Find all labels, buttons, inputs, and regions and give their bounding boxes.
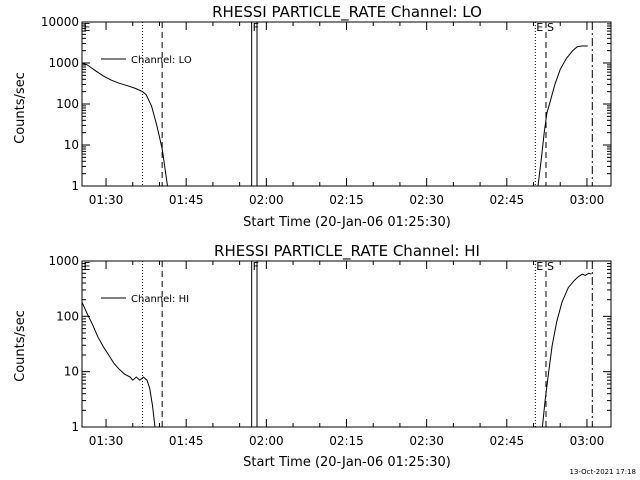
lo-y-tick-label: 1000 [48,56,79,70]
lo-y-tick-label: 10000 [41,15,79,29]
lo-channel-panel: RHESSI PARTICLE_RATE Channel: LO Start T… [13,3,612,230]
hi-y-axis-label: Counts/sec [13,310,28,382]
hi-x-tick-label: 02:00 [249,434,284,448]
lo-legend: Channel: LO [101,55,192,66]
hi-y-tick-label: 100 [56,309,79,323]
hi-x-axis-label: Start Time (20-Jan-06 01:25:30) [243,455,451,470]
hi-event-marker-label: E [536,260,543,273]
lo-y-axis-label: Counts/sec [13,72,28,144]
lo-x-axis-label: Start Time (20-Jan-06 01:25:30) [243,215,451,230]
hi-x-tick-label: 01:45 [169,434,204,448]
lo-y-tick-label: 100 [56,97,79,111]
hi-y-tick-label: 10 [64,365,79,379]
hi-chart-title: RHESSI PARTICLE_RATE Channel: HI [214,242,480,261]
hi-legend-label: Channel: HI [131,294,189,305]
hi-channel-panel: RHESSI PARTICLE_RATE Channel: HI Start T… [13,242,612,470]
lo-x-tick-label: 02:45 [490,193,525,207]
hi-x-tick-label: 02:45 [490,434,525,448]
generation-timestamp: 13-Oct-2021 17:18 [570,468,636,476]
hi-x-tick-label: 03:00 [570,434,605,448]
lo-x-tick-label: 01:30 [89,193,124,207]
lo-x-tick-label: 02:00 [249,193,284,207]
lo-event-marker-label: F [253,21,259,34]
hi-event-marker-label: S [547,260,554,273]
lo-x-tick-label: 02:30 [409,193,444,207]
lo-chart-title: RHESSI PARTICLE_RATE Channel: LO [212,3,482,22]
lo-rate-series-segment [81,62,168,187]
hi-y-tick-label: 1 [71,420,79,434]
lo-y-tick-label: 10 [64,138,79,152]
hi-y-tick-label: 1000 [48,254,79,268]
lo-rate-series-segment [537,45,588,187]
hi-rate-series-segment [81,301,156,428]
hi-legend: Channel: HI [101,294,189,305]
lo-x-tick-label: 01:45 [169,193,204,207]
hi-event-marker-label: E [83,260,90,273]
lo-event-marker-label: S [547,21,554,34]
lo-x-tick-label: 03:00 [570,193,605,207]
hi-x-tick-label: 02:15 [329,434,364,448]
lo-y-tick-label: 1 [71,179,79,193]
hi-x-tick-label: 02:30 [409,434,444,448]
lo-legend-label: Channel: LO [131,55,192,66]
hi-rate-series-segment [541,272,592,428]
hi-x-tick-label: 01:30 [89,434,124,448]
lo-event-marker-label: E [536,21,543,34]
lo-event-marker-label: E [83,21,90,34]
lo-x-tick-label: 02:15 [329,193,364,207]
hi-event-marker-label: F [253,260,259,273]
